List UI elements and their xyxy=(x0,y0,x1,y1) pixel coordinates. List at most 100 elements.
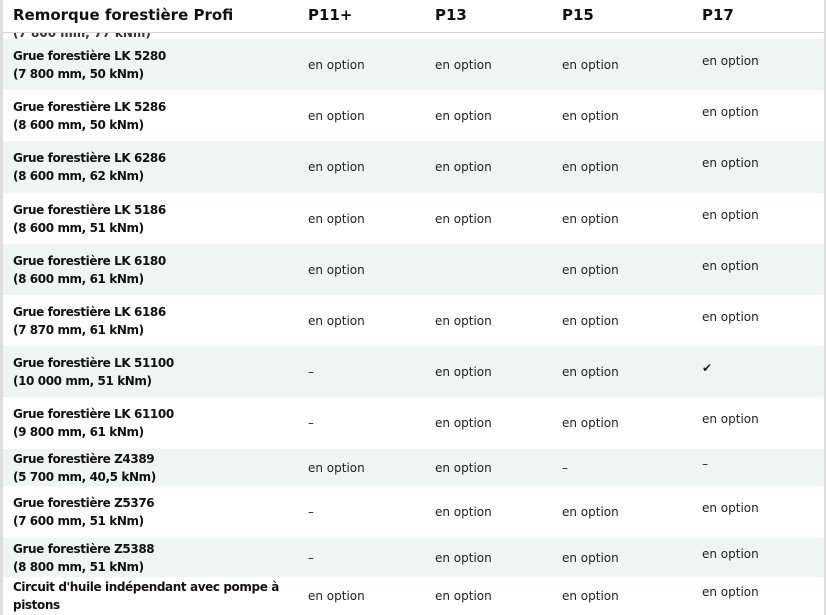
table-row: Grue forestière Z4389 (5 700 mm, 40,5 kNm… xyxy=(3,449,824,486)
row-label: Grue forestière LK 5286 (8 600 mm, 50 kNm… xyxy=(13,98,283,134)
row-label-line1: Grue forestière LK 6180 xyxy=(13,253,166,268)
row-value: en option xyxy=(308,313,365,328)
row-value: en option xyxy=(562,589,619,603)
row-value: en option xyxy=(702,412,759,426)
table-row: Grue forestière LK 6186 (7 870 mm, 61 kNm… xyxy=(3,295,824,346)
row-value: en option xyxy=(435,589,492,603)
row-label: Grue forestière Z5376 (7 600 mm, 51 kNm) xyxy=(13,494,283,530)
row-label-line2: (5 700 mm, 40,5 kNm) xyxy=(13,469,156,484)
table-row: Grue forestière LK 61100 (9 800 mm, 61 kN… xyxy=(3,397,824,449)
row-value: en option xyxy=(308,160,365,174)
row-label: Grue forestière LK 6186 (7 870 mm, 61 kNm… xyxy=(13,303,283,339)
row-value: en option xyxy=(562,57,619,72)
table-row: Grue forestière Z5388 (8 800 mm, 51 kNm) –… xyxy=(3,538,824,577)
table-row: Grue forestière LK 5286 (8 600 mm, 50 kNm… xyxy=(3,90,824,141)
row-value: – xyxy=(308,550,314,565)
row-value: en option xyxy=(702,546,759,561)
header-title: Remorque forestière Profi xyxy=(13,6,234,24)
table-row: Grue forestière Z5376 (7 600 mm, 51 kNm) –… xyxy=(3,486,824,538)
row-label-line2: (8 800 mm, 51 kNm) xyxy=(13,559,144,574)
row-value: en option xyxy=(702,501,759,515)
table-row: Grue forestière LK 5280 (7 800 mm, 50 kNm… xyxy=(3,39,824,90)
row-value: en option xyxy=(562,211,619,226)
table-row: Circuit d'huile indépendant avec pompe à… xyxy=(3,577,824,615)
row-label-line2: (10 000 mm, 51 kNm) xyxy=(13,373,152,388)
row-value: en option xyxy=(435,57,492,72)
header-col-p13: P13 xyxy=(435,6,467,24)
row-label-line1: Grue forestière Z4389 xyxy=(13,451,155,466)
row-value: en option xyxy=(562,313,619,328)
row-label-line1: Circuit d'huile indépendant avec pompe à xyxy=(13,580,279,594)
row-value: en option xyxy=(435,364,492,379)
row-label-line1: Grue forestière Z5376 xyxy=(13,496,155,510)
row-value: en option xyxy=(702,104,759,119)
row-label-line2: (8 600 mm, 51 kNm) xyxy=(13,220,144,235)
row-value: en option xyxy=(562,364,619,379)
row-label-line2: pistons xyxy=(13,598,60,612)
row-label: Grue forestière LK 61100 (9 800 mm, 61 kN… xyxy=(13,405,283,441)
header-col-p11: P11+ xyxy=(308,6,353,24)
row-label-line1: Grue forestière LK 6286 xyxy=(13,151,166,165)
row-label-line1: Grue forestière Z5388 xyxy=(13,541,155,556)
row-label-line2: (8 600 mm, 50 kNm) xyxy=(13,117,144,132)
row-value: en option xyxy=(702,156,759,170)
table-row: Grue forestière LK 6286 (8 600 mm, 62 kNm… xyxy=(3,141,824,193)
row-value: en option xyxy=(308,57,365,72)
row-value: – xyxy=(702,456,708,471)
row-value: en option xyxy=(435,108,492,123)
row-value: en option xyxy=(562,416,619,430)
row-value: en option xyxy=(308,211,365,226)
row-label-line1: Grue forestière LK 6186 xyxy=(13,304,166,319)
row-label-line2: (7 800 mm, 50 kNm) xyxy=(13,66,144,81)
row-value: en option xyxy=(435,313,492,328)
row-value: en option xyxy=(562,108,619,123)
row-label: Grue forestière LK 5280 (7 800 mm, 50 kNm… xyxy=(13,47,283,83)
row-value: – xyxy=(308,364,314,379)
row-value: en option xyxy=(308,460,365,475)
row-label: Grue forestière LK 6180 (8 600 mm, 61 kNm… xyxy=(13,252,283,288)
row-value: en option xyxy=(562,160,619,174)
row-value: en option xyxy=(308,589,365,603)
row-value: – xyxy=(308,505,314,519)
row-label: Grue forestière LK 51100 (10 000 mm, 51 k… xyxy=(13,354,283,390)
row-value: en option xyxy=(702,207,759,222)
row-value: en option xyxy=(562,262,619,277)
row-label-line2: (8 600 mm, 62 kNm) xyxy=(13,169,144,183)
row-value: en option xyxy=(435,505,492,519)
row-label: Grue forestière Z5388 (8 800 mm, 51 kNm) xyxy=(13,540,283,576)
table-row: Grue forestière LK 5186 (8 600 mm, 51 kNm… xyxy=(3,193,824,244)
row-value: en option xyxy=(702,258,759,273)
row-value: – xyxy=(308,416,314,430)
row-value: en option xyxy=(435,160,492,174)
table-row: Grue forestière LK 51100 (10 000 mm, 51 k… xyxy=(3,346,824,397)
row-value: en option xyxy=(702,309,759,324)
row-label-line1: Grue forestière LK 51100 xyxy=(13,355,174,370)
row-label-line1: Grue forestière LK 5286 xyxy=(13,99,166,114)
table-header: Remorque forestière Profi P11+ P13 P15 P… xyxy=(3,0,824,33)
row-value: en option xyxy=(308,108,365,123)
row-value: en option xyxy=(702,53,759,68)
header-col-p17: P17 xyxy=(702,6,734,24)
row-label-line2: (7 600 mm, 51 kNm) xyxy=(13,514,144,528)
row-label-line1: Grue forestière LK 61100 xyxy=(13,407,174,421)
table-row: Grue forestière LK 6180 (8 600 mm, 61 kNm… xyxy=(3,244,824,295)
row-label: Grue forestière LK 6286 (8 600 mm, 62 kNm… xyxy=(13,149,283,185)
row-value: en option xyxy=(435,550,492,565)
header-col-p15: P15 xyxy=(562,6,594,24)
row-label: Grue forestière Z4389 (5 700 mm, 40,5 kNm… xyxy=(13,450,283,486)
row-value: en option xyxy=(435,416,492,430)
row-label-line2: (7 870 mm, 61 kNm) xyxy=(13,322,144,337)
row-label-line2: (9 800 mm, 61 kNm) xyxy=(13,425,144,439)
row-value: en option xyxy=(562,550,619,565)
row-label-line2: (8 600 mm, 61 kNm) xyxy=(13,271,144,286)
row-value: en option xyxy=(308,262,365,277)
row-value: ✔ xyxy=(702,360,713,375)
row-label-line1: Grue forestière LK 5280 xyxy=(13,48,166,63)
row-label: Grue forestière LK 5186 (8 600 mm, 51 kNm… xyxy=(13,201,283,237)
row-value: en option xyxy=(435,460,492,475)
row-value: en option xyxy=(562,505,619,519)
row-label: Circuit d'huile indépendant avec pompe à… xyxy=(13,578,283,614)
row-label-line1: Grue forestière LK 5186 xyxy=(13,202,166,217)
row-value: – xyxy=(562,460,568,475)
